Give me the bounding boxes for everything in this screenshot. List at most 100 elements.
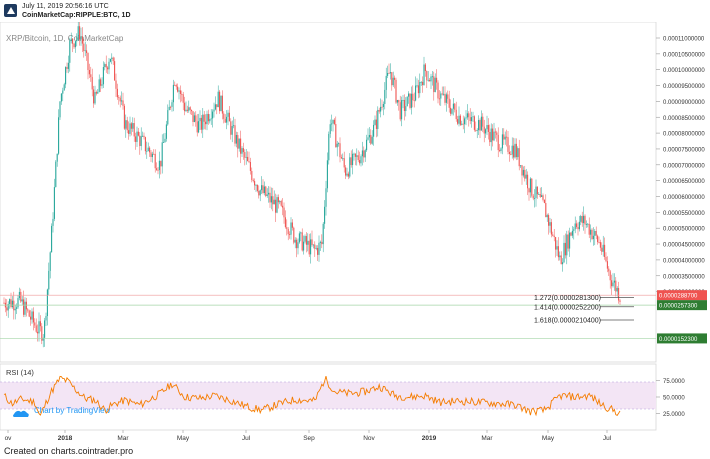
candle-up — [310, 239, 312, 255]
candle-down — [545, 202, 547, 218]
candle-up — [164, 138, 166, 143]
price-tick-label: 0.00006000000 — [663, 195, 705, 201]
candle-down — [521, 165, 523, 176]
candle-up — [111, 57, 113, 59]
candle-up — [261, 185, 263, 191]
candle-down — [184, 102, 186, 112]
candle-up — [59, 101, 61, 118]
candle-down — [354, 153, 356, 157]
candle-down — [531, 178, 533, 196]
candle-down — [95, 92, 97, 94]
candle-up — [220, 95, 222, 112]
tradingview-badge[interactable]: Chart by TradingView — [13, 406, 111, 417]
candle-down — [81, 36, 83, 44]
candle-down — [280, 201, 282, 206]
candle-up — [478, 120, 480, 131]
candle-up — [98, 79, 100, 92]
candle-down — [296, 239, 298, 249]
candle-up — [366, 139, 368, 151]
candle-down — [265, 186, 267, 197]
candle-up — [430, 76, 432, 82]
candle-up — [373, 124, 375, 137]
candle-down — [118, 97, 120, 99]
candle-down — [436, 77, 438, 83]
candle-up — [185, 109, 187, 112]
candle-down — [244, 152, 246, 158]
candle-down — [39, 321, 41, 327]
candle-up — [529, 178, 531, 193]
candle-down — [409, 93, 411, 108]
time-tick-label: Jul — [603, 435, 612, 442]
candle-up — [259, 190, 261, 196]
candle-down — [203, 114, 205, 122]
candle-up — [46, 289, 48, 317]
candle-down — [363, 150, 365, 158]
candle-down — [216, 104, 218, 108]
candle-down — [150, 152, 152, 158]
candle-down — [242, 148, 244, 153]
candle-up — [405, 106, 407, 111]
candle-down — [30, 316, 32, 320]
candle-up — [431, 76, 433, 78]
candle-up — [7, 303, 9, 311]
candle-down — [301, 232, 303, 251]
candle-down — [518, 148, 520, 167]
candle-up — [14, 308, 16, 311]
candle-down — [73, 43, 75, 48]
candle-up — [546, 215, 548, 218]
candle-up — [349, 157, 351, 177]
horizontal-levels — [0, 294, 656, 339]
candle-up — [77, 26, 79, 37]
candle-up — [161, 142, 163, 167]
candle-down — [195, 115, 197, 122]
candle-up — [563, 242, 565, 263]
candle-down — [234, 125, 236, 144]
price-tick-label: 0.00009000000 — [663, 100, 705, 106]
candle-down — [615, 280, 617, 292]
candle-up — [517, 148, 519, 158]
candle-up — [217, 91, 219, 108]
candle-down — [282, 205, 284, 208]
candle-down — [398, 100, 400, 103]
price-badge — [657, 300, 707, 311]
candle-up — [353, 153, 355, 155]
candle-down — [455, 109, 457, 120]
price-badges: 0.0000288700 0.0000257300 0.0000152300 — [657, 290, 707, 344]
price-chart[interactable]: XRP/Bitcoin, 1D, CoinMarketCap RSI (14) … — [0, 17, 710, 442]
candle-down — [219, 91, 221, 112]
candle-up — [315, 247, 317, 249]
candle-up — [534, 198, 536, 199]
candle-down — [28, 310, 30, 317]
candle-up — [325, 188, 327, 207]
candle-up — [60, 93, 62, 102]
candle-up — [443, 93, 445, 95]
candle-up — [178, 90, 180, 92]
candle-up — [380, 106, 382, 112]
candle-down — [249, 162, 251, 171]
candle-up — [371, 136, 373, 144]
price-tick-label: 0.00007500000 — [663, 147, 705, 153]
candle-down — [25, 301, 27, 310]
candle-down — [417, 85, 419, 94]
candle-up — [45, 316, 47, 321]
candle-up — [322, 223, 324, 245]
candle-up — [312, 244, 314, 246]
candle-up — [583, 215, 585, 224]
candle-up — [326, 160, 328, 189]
candle-down — [107, 67, 109, 70]
candle-up — [329, 124, 331, 134]
candle-up — [165, 124, 167, 139]
candle-up — [70, 38, 72, 41]
candle-up — [171, 102, 173, 107]
candle-up — [387, 72, 389, 76]
candle-up — [514, 143, 516, 158]
candle-up — [410, 93, 412, 108]
candle-down — [483, 126, 485, 134]
candle-up — [104, 64, 106, 68]
candle-down — [507, 137, 509, 152]
candle-up — [76, 36, 78, 42]
candle-up — [279, 201, 281, 203]
candle-down — [130, 123, 132, 129]
candle-down — [513, 145, 515, 158]
chart-frame[interactable]: XRP/Bitcoin, 1D, CoinMarketCap RSI (14) … — [0, 17, 710, 442]
